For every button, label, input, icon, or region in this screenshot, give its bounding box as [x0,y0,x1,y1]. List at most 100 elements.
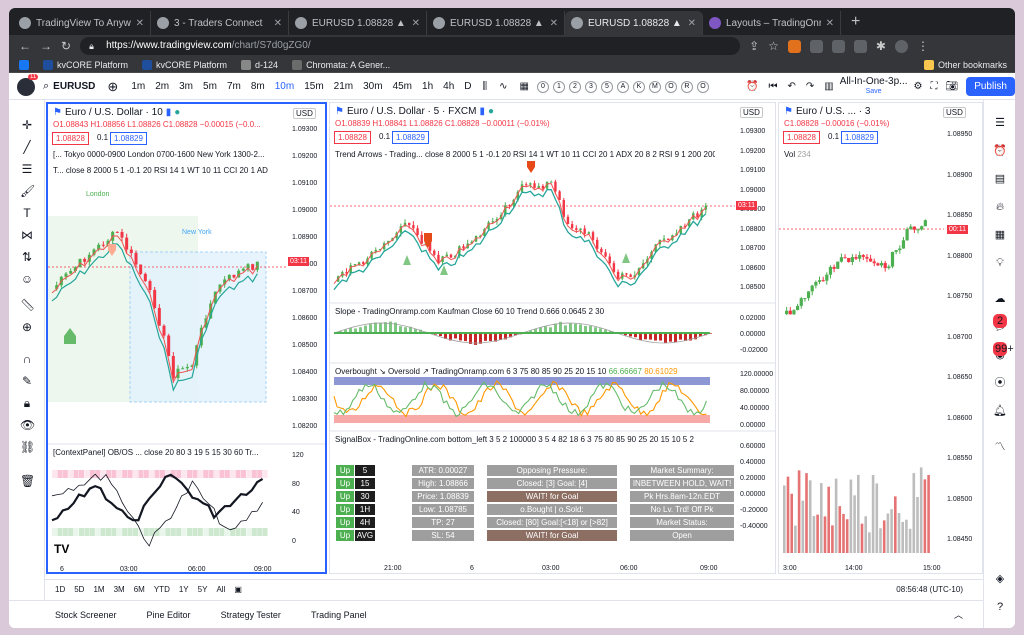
range-1m[interactable]: 1M [93,585,105,594]
indicators-icon[interactable]: ∿ [499,81,508,92]
replay-icon[interactable]: ⏮ [768,81,778,92]
range-3m[interactable]: 3M [113,585,125,594]
quick-button[interactable]: O [696,80,709,93]
range-ytd[interactable]: YTD [153,585,170,594]
emoji-icon[interactable]: ☺ [20,272,34,286]
interval-1h[interactable]: 1h [422,81,434,92]
extension-icon[interactable] [853,39,867,53]
compare-plus-icon[interactable]: ⊕ [107,78,119,94]
buy-price-button[interactable]: 1.08829 [392,131,429,144]
quick-button[interactable]: A [616,80,629,93]
url-input[interactable]: 🔒︎ https://www.tradingview.com/chart/S7d0… [80,37,741,55]
hide-drawings-eye-icon[interactable]: 👁︎ [20,418,36,432]
sell-price-button[interactable]: 1.08828 [52,132,89,145]
bookmark-item[interactable]: d-124 [241,59,278,70]
browser-tab-active[interactable]: EURUSD 1.08828 ▲ +0.27% A ✕ [565,11,703,35]
interval-15m[interactable]: 15m [304,81,324,92]
magnet-icon[interactable]: ∩ [22,352,32,366]
quick-button[interactable]: M [648,80,661,93]
tab-strategy-tester[interactable]: Strategy Tester [220,609,281,620]
user-avatar[interactable]: 11 [17,73,39,98]
quick-button[interactable]: O [664,80,677,93]
search-icon[interactable]: ⌕ [43,80,50,92]
interval-21m[interactable]: 21m [333,81,354,92]
interval-2m[interactable]: 2m [155,81,170,92]
interval-4h[interactable]: 4h [443,81,455,92]
overbought-oversold-legend[interactable]: Overbought ↘ Oversold ↗ TradingOnramp.co… [335,367,678,376]
reload-icon[interactable]: ↻ [61,39,72,53]
trendline-icon[interactable]: ╱ [23,140,31,154]
slope-indicator-legend[interactable]: Slope - TradingOnramp.com Kaufman Close … [335,307,605,316]
streams-cloud-icon[interactable]: ☁ [994,293,1006,305]
watchlist-icon[interactable]: ☰ [995,117,1005,129]
quick-button[interactable]: 1 [552,80,565,93]
quick-button[interactable]: 3 [584,80,597,93]
extension-icon[interactable] [787,39,801,53]
buy-price-button[interactable]: 1.08829 [841,131,878,144]
undo-icon[interactable]: ↶ [787,81,796,92]
calendar-icon[interactable]: ▦ [994,229,1006,241]
chart-pane-1[interactable]: ⚑ Euro / U.S. Dollar · 10 ▮ ● O1.08843 H1.0… [46,102,327,574]
expand-panel-icon[interactable]: ︿ [953,610,963,620]
text-tool-icon[interactable]: T [23,206,31,220]
lock-drawings-icon[interactable]: 🔒︎ [23,396,31,410]
close-tab-icon[interactable]: ✕ [825,17,834,29]
sell-price-button[interactable]: 1.08828 [334,131,371,144]
fib-retracement-icon[interactable]: ☰ [21,162,33,176]
ruler-icon[interactable]: 📏︎ [20,298,36,312]
close-tab-icon[interactable]: ✕ [549,17,558,29]
quick-button[interactable]: 2 [568,80,581,93]
volume-legend[interactable]: Vol 234 [784,150,811,159]
chart-pane-2[interactable]: ⚑ Euro / U.S. Dollar · 5 · FXCM ▮ ● O1.0883… [329,102,776,574]
data-window-icon[interactable]: ▤ [994,173,1006,185]
ideas-bulb-icon[interactable]: 💡︎ [996,257,1004,269]
tab-pine-editor[interactable]: Pine Editor [146,609,191,620]
layers-icon[interactable]: ◈ [995,573,1005,585]
layout-name-button[interactable]: All-In-One-3p... Save [840,76,908,97]
chart-type-candles-icon[interactable]: ⫼ [482,81,488,92]
browser-tab[interactable]: Layouts – TradingOnramp ✕ [703,11,841,35]
broadcast-icon[interactable]: ⦿ [994,377,1006,389]
quick-button[interactable]: K [632,80,645,93]
snapshot-camera-icon[interactable]: 📷︎ [945,81,959,92]
link-icon[interactable]: ⛓ [20,440,36,454]
trend-indicator-legend[interactable]: T... close 8 2000 5 1 -0.1 20 RSI 14 1 W… [53,166,268,175]
range-1d[interactable]: 1D [55,585,66,594]
interval-45m[interactable]: 45m [392,81,413,92]
hotlists-flame-icon[interactable]: 🔥︎ [995,201,1005,213]
chart-pane-3[interactable]: ⚑ Euro / U.S. ... · 3 C1.08828 −0.00016 (… [778,102,983,574]
close-tab-icon[interactable]: ✕ [135,17,144,29]
layout-grid-icon[interactable]: ▥ [824,81,834,92]
bookmark-item[interactable]: Chromata: A Gener... [292,59,390,70]
interval-10m[interactable]: 10m [274,81,295,92]
interval-1m[interactable]: 1m [131,81,146,92]
interval-8m[interactable]: 8m [250,81,265,92]
quick-button[interactable]: 5 [600,80,613,93]
interval-5m[interactable]: 5m [203,81,217,92]
range-5y[interactable]: 5Y [197,585,208,594]
browser-tab[interactable]: EURUSD 1.08828 ▲ +0.27% A ✕ [289,11,427,35]
new-tab-button[interactable]: + [851,13,861,30]
zoom-in-icon[interactable]: ⊕ [21,320,33,334]
currency-label[interactable]: USD [293,108,316,119]
browser-tab[interactable]: 3 - Traders Connect ✕ [151,11,289,35]
templates-grid-icon[interactable]: ▦ [519,81,529,92]
extension-icon[interactable] [831,39,845,53]
bell-icon[interactable]: 🔔︎ [993,405,1007,417]
forward-arrow-icon[interactable]: → [40,39,52,53]
currency-label[interactable]: USD [740,107,763,118]
redo-icon[interactable]: ↷ [805,81,815,92]
interval-7m[interactable]: 7m [226,81,241,92]
profile-avatar[interactable] [894,39,908,53]
browser-tab[interactable]: EURUSD 1.08828 ▲ +0.27% A ✕ [427,11,565,35]
range-1y[interactable]: 1Y [178,585,189,594]
crosshair-icon[interactable]: ✛ [21,118,33,132]
trend-arrows-legend[interactable]: Trend Arrows - Trading... close 8 2000 5… [335,150,715,159]
trash-icon[interactable]: 🗑︎ [20,474,36,488]
puzzle-extensions-icon[interactable]: ✱ [875,39,886,53]
buy-price-button[interactable]: 1.08829 [110,132,147,145]
signals-icon[interactable]: 〽 [994,441,1006,453]
alerts-clock-icon[interactable]: ⏰ [993,145,1007,157]
other-bookmarks[interactable]: Other bookmarks [923,59,1007,70]
quick-button[interactable]: 0 [536,80,549,93]
